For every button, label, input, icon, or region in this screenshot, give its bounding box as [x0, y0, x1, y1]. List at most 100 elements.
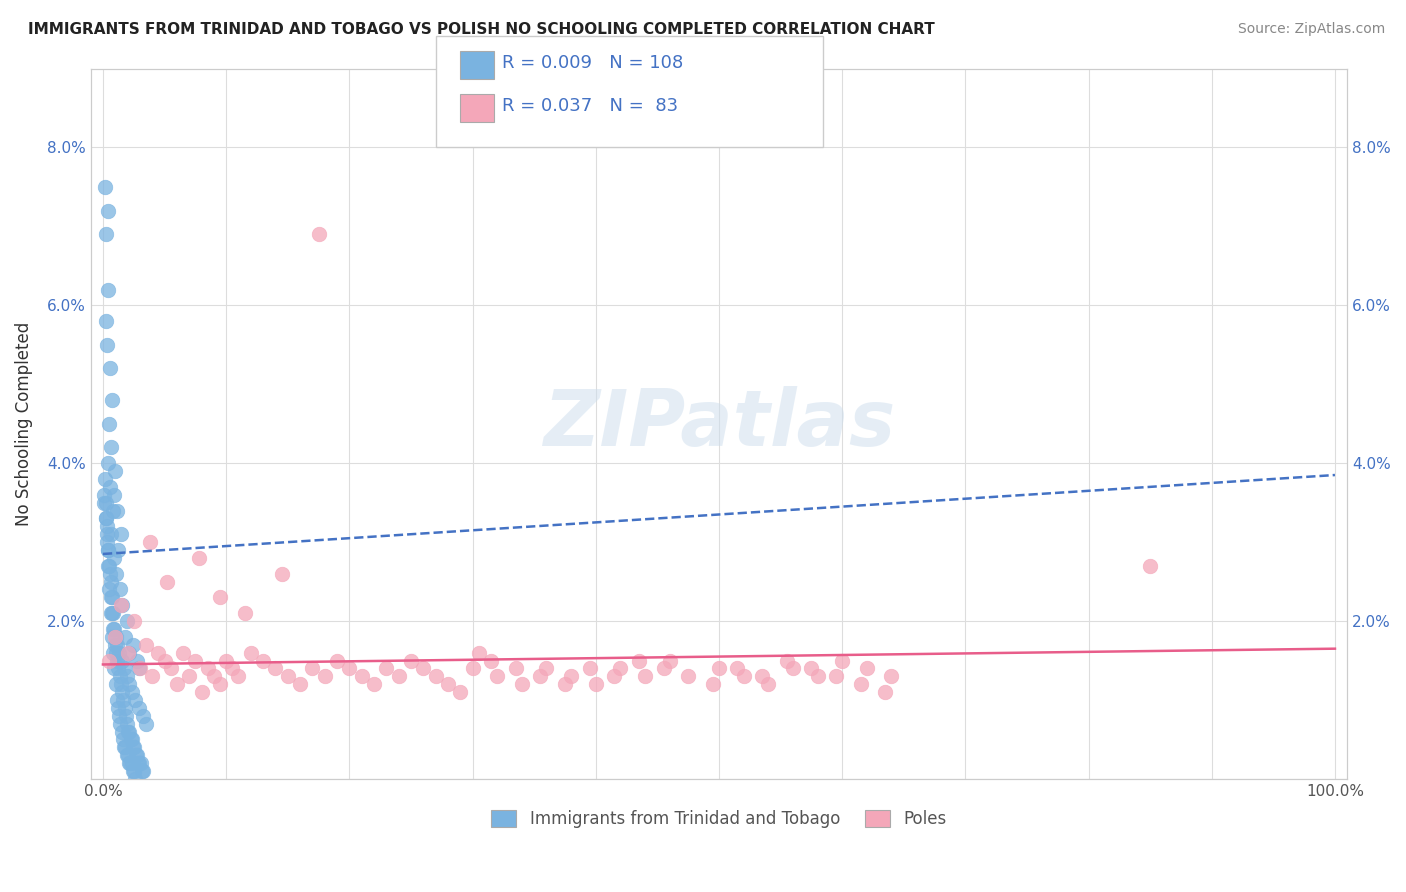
Point — [461, 661, 484, 675]
Point — [105, 638, 128, 652]
Point — [228, 669, 250, 683]
Point — [188, 550, 211, 565]
Point — [97, 543, 120, 558]
Y-axis label: No Schooling Completed: No Schooling Completed — [15, 322, 32, 526]
Point — [264, 661, 287, 675]
Point — [103, 488, 125, 502]
Point — [98, 566, 121, 581]
Point — [112, 693, 135, 707]
Point — [121, 756, 143, 771]
Point — [486, 669, 509, 683]
Point — [128, 661, 150, 675]
Point — [308, 227, 330, 242]
Point — [101, 630, 124, 644]
Point — [105, 653, 128, 667]
Point — [314, 669, 336, 683]
Point — [121, 764, 143, 778]
Point — [122, 764, 145, 778]
Point — [141, 669, 163, 683]
Point — [849, 677, 872, 691]
Point — [111, 724, 134, 739]
Point — [114, 740, 136, 755]
Point — [93, 496, 115, 510]
Point — [536, 661, 558, 675]
Point — [585, 677, 607, 691]
Point — [105, 693, 128, 707]
Point — [128, 701, 150, 715]
Point — [156, 574, 179, 589]
Point — [120, 732, 142, 747]
Point — [233, 606, 256, 620]
Point — [121, 732, 143, 747]
Point — [94, 227, 117, 242]
Point — [122, 740, 145, 755]
Point — [658, 653, 681, 667]
Point — [208, 677, 231, 691]
Point — [103, 661, 125, 675]
Point — [153, 653, 176, 667]
Point — [166, 677, 188, 691]
Point — [115, 716, 138, 731]
Point — [578, 661, 600, 675]
Point — [112, 740, 135, 755]
Point — [98, 361, 121, 376]
Point — [301, 661, 323, 675]
Point — [510, 677, 533, 691]
Point — [100, 441, 122, 455]
Point — [505, 661, 527, 675]
Point — [98, 582, 121, 597]
Point — [179, 669, 201, 683]
Point — [135, 638, 157, 652]
Point — [96, 527, 118, 541]
Point — [125, 748, 148, 763]
Point — [111, 685, 134, 699]
Point — [148, 646, 170, 660]
Point — [101, 392, 124, 407]
Point — [875, 685, 897, 699]
Point — [125, 653, 148, 667]
Point — [806, 669, 828, 683]
Point — [96, 314, 118, 328]
Point — [104, 677, 127, 691]
Point — [96, 338, 118, 352]
Point — [114, 701, 136, 715]
Point — [609, 661, 631, 675]
Point — [94, 511, 117, 525]
Point — [108, 582, 131, 597]
Point — [221, 661, 243, 675]
Point — [104, 638, 127, 652]
Point — [202, 669, 225, 683]
Point — [94, 511, 117, 525]
Text: ZIPatlas: ZIPatlas — [543, 385, 896, 462]
Point — [479, 653, 502, 667]
Point — [412, 661, 434, 675]
Point — [101, 591, 124, 605]
Text: R = 0.037   N =  83: R = 0.037 N = 83 — [502, 97, 678, 115]
Point — [107, 543, 129, 558]
Point — [115, 669, 138, 683]
Point — [529, 669, 551, 683]
Point — [326, 653, 349, 667]
Point — [337, 661, 360, 675]
Point — [449, 685, 471, 699]
Point — [100, 606, 122, 620]
Point — [94, 496, 117, 510]
Point — [121, 685, 143, 699]
Point — [751, 669, 773, 683]
Point — [363, 677, 385, 691]
Point — [100, 527, 122, 541]
Point — [159, 661, 181, 675]
Point — [101, 646, 124, 660]
Point — [634, 669, 657, 683]
Point — [652, 661, 675, 675]
Point — [104, 566, 127, 581]
Point — [114, 630, 136, 644]
Point — [252, 653, 274, 667]
Point — [107, 661, 129, 675]
Point — [108, 646, 131, 660]
Point — [122, 614, 145, 628]
Point — [108, 669, 131, 683]
Point — [100, 591, 122, 605]
Point — [350, 669, 373, 683]
Point — [139, 535, 162, 549]
